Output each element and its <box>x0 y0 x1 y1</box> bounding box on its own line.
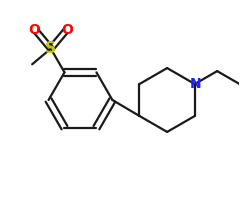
Text: N: N <box>190 77 201 91</box>
Text: O: O <box>61 23 73 37</box>
Text: S: S <box>45 41 56 56</box>
Text: O: O <box>29 23 41 37</box>
